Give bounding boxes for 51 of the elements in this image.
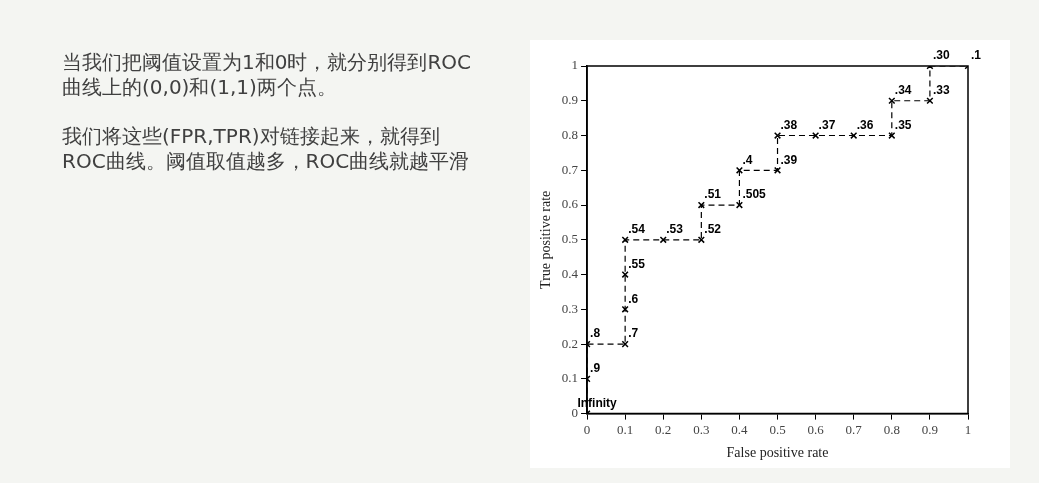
annotation: .6 <box>628 291 639 306</box>
annotation: .39 <box>780 152 798 167</box>
annotation: .38 <box>780 117 798 132</box>
annotation: .1 <box>971 48 982 63</box>
x-tick-label: 0.5 <box>769 421 786 437</box>
text: 当我们把阈值设置为1和0时，就分别得到ROC曲线上的(0,0)和(1,1)两个点。 <box>62 50 473 100</box>
x-tick-label: 0.7 <box>845 421 863 437</box>
y-tick-label: 0.2 <box>561 335 579 351</box>
x-tick-label: 0.2 <box>655 421 672 437</box>
y-tick-label: 0.6 <box>561 196 579 212</box>
x-tick-label: 0.9 <box>921 421 939 437</box>
annotation: .4 <box>742 152 753 167</box>
y-tick-label: 1 <box>571 57 579 73</box>
y-axis-title: True positive rate <box>538 190 554 289</box>
x-tick-label: 0.6 <box>807 421 825 437</box>
annotation: .54 <box>628 222 646 237</box>
y-tick-label: 0.9 <box>561 92 579 108</box>
annotation: .8 <box>590 326 601 341</box>
x-tick-label: 1 <box>964 421 972 437</box>
x-axis-title: False positive rate <box>726 445 829 461</box>
annotation: .34 <box>894 83 912 98</box>
text: 我们将这些(FPR,TPR)对链接起来，就得到ROC曲线。阈值取值越多，ROC曲线就越平滑 <box>62 124 471 174</box>
x-tick-label: 0.4 <box>731 421 749 437</box>
annotation: .53 <box>666 222 684 237</box>
annotation: .9 <box>590 361 601 376</box>
y-tick-label: 0.4 <box>561 265 579 281</box>
point <box>888 97 896 105</box>
y-tick-label: 0.3 <box>561 300 579 316</box>
annotation: .51 <box>704 187 722 202</box>
annotation: .505 <box>742 187 767 202</box>
annotation: .30 <box>932 48 950 63</box>
annotation: .33 <box>932 83 950 98</box>
x-tick-label: 0 <box>583 421 591 437</box>
annotation: .37 <box>818 117 836 132</box>
y-tick-label: 0.5 <box>561 231 579 247</box>
point <box>659 236 667 244</box>
point <box>735 201 744 209</box>
y-tick-label: 0 <box>571 405 579 421</box>
annotation: .35 <box>894 117 912 132</box>
x-tick-label: 0.3 <box>693 421 710 437</box>
point <box>621 236 629 244</box>
y-tick-label: 0.7 <box>561 161 579 177</box>
annotation: .55 <box>628 256 646 271</box>
x-tick-label: 0.1 <box>617 421 634 437</box>
annotation: .36 <box>856 117 874 132</box>
y-tick-label: 0.8 <box>561 126 579 142</box>
x-tick-label: 0.8 <box>883 421 900 437</box>
point <box>773 131 782 140</box>
annotation: .52 <box>704 222 722 237</box>
y-tick-label: 0.1 <box>561 370 579 386</box>
annotation: .7 <box>628 326 639 341</box>
